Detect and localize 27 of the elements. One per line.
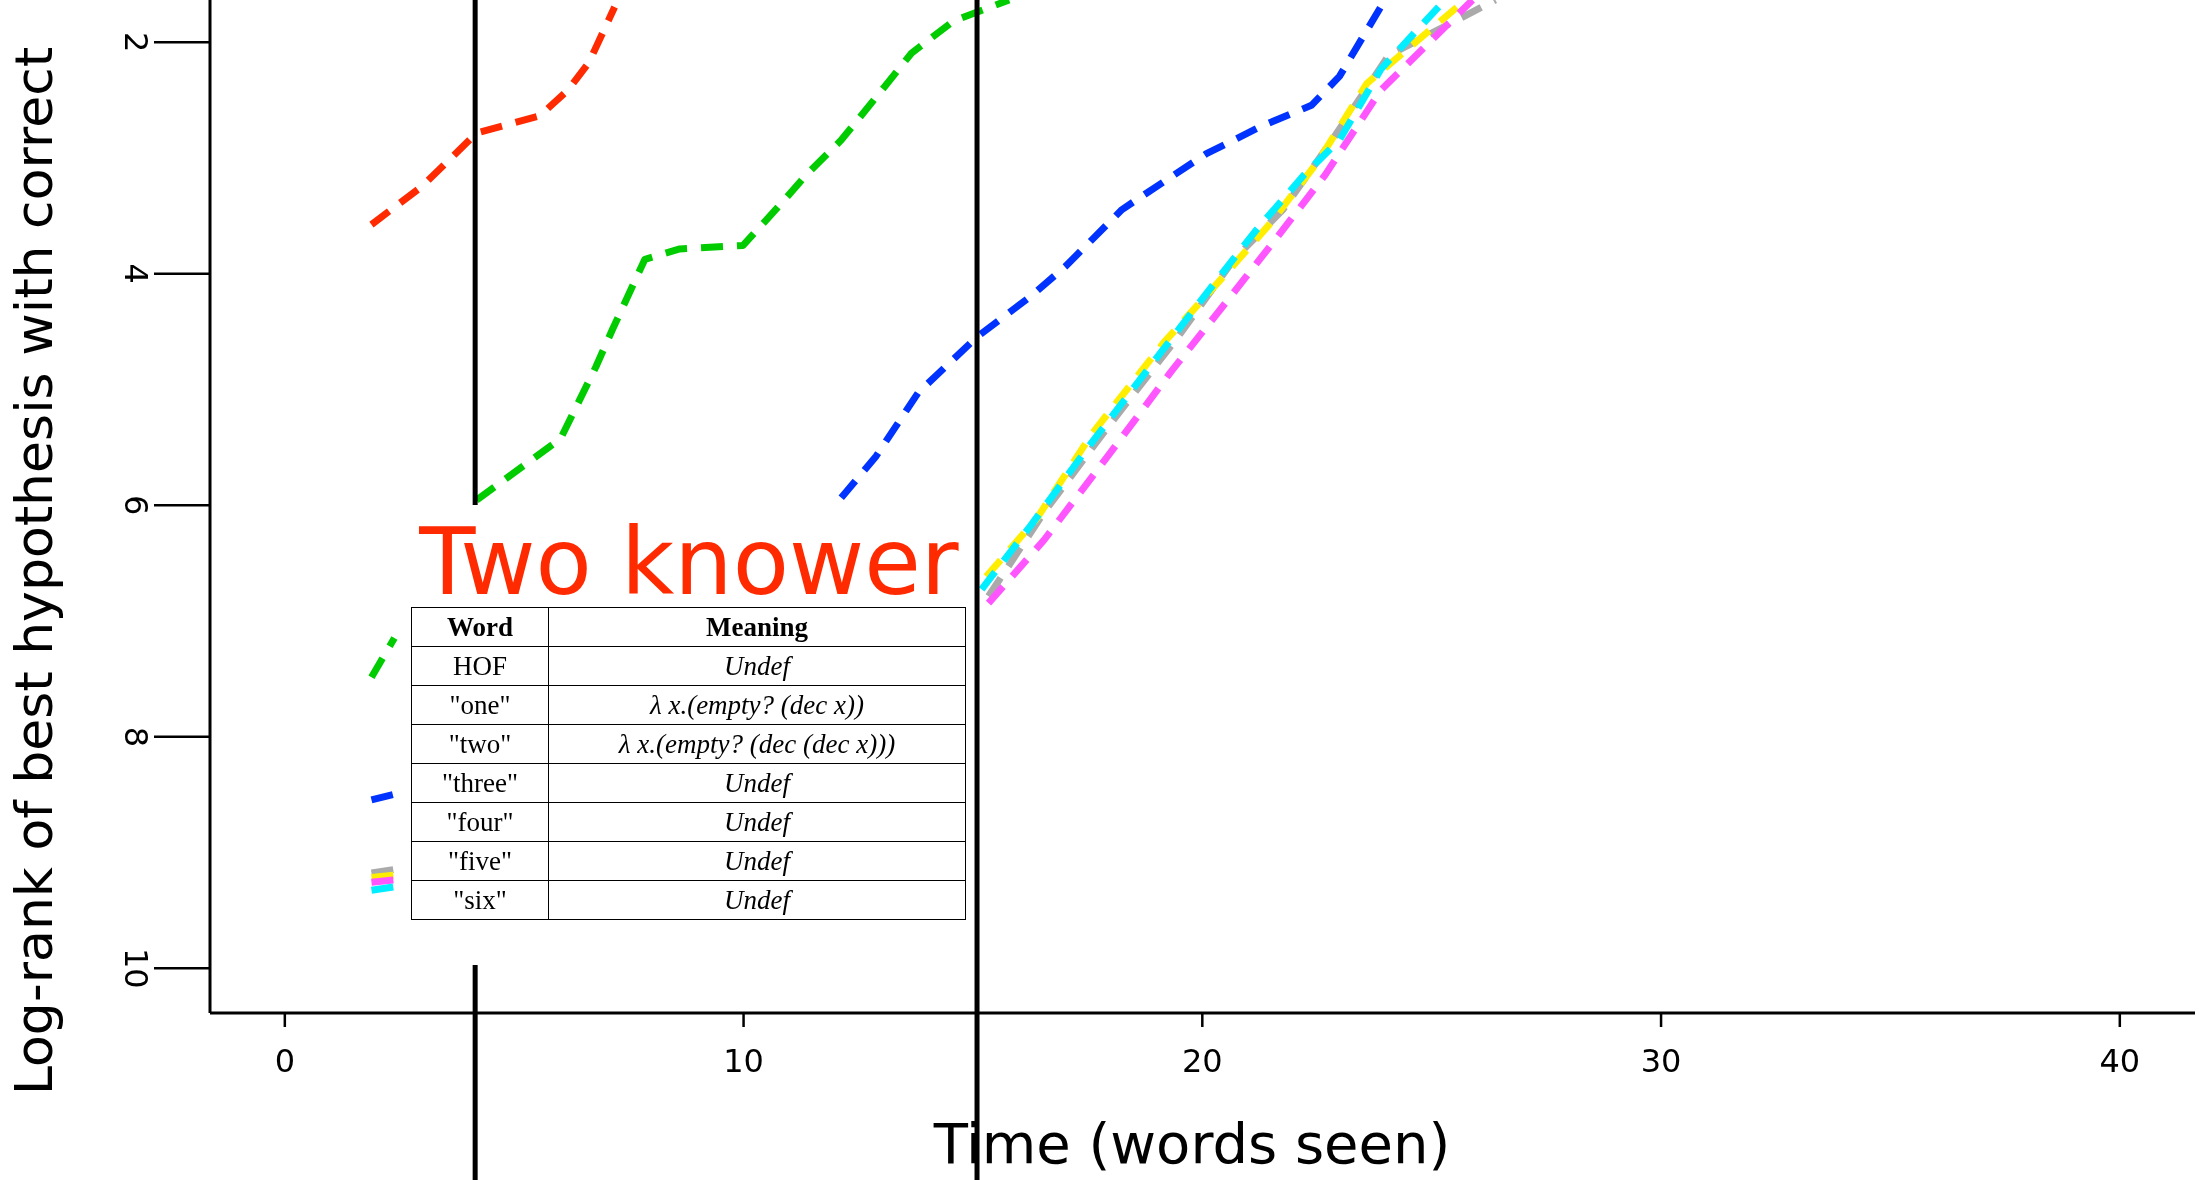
annotation: Undef (548, 880, 966, 920)
annotation: Undef (548, 646, 966, 686)
annotation: "three" (411, 763, 549, 803)
annotation: "five" (411, 841, 549, 881)
y-axis-title: Log-rank of best hypothesis with correct (4, 46, 64, 1095)
x-tick-label: 20 (1181, 1041, 1223, 1080)
annotation: Meaning (548, 607, 966, 647)
annotation: "four" (411, 802, 549, 842)
y-tick-label: 4 (117, 263, 155, 284)
annotation: Word (411, 607, 549, 647)
x-tick-label: 0 (274, 1041, 295, 1080)
y-tick-label: 8 (117, 726, 155, 747)
y-tick-label: 10 (117, 947, 155, 989)
annotation: "one" (411, 685, 549, 725)
y-tick-label: 6 (117, 495, 155, 516)
annotation: Undef (548, 763, 966, 803)
annotation: Undef (548, 841, 966, 881)
annotation: λ x.(empty? (dec (dec x))) (548, 724, 966, 764)
annotation: λ x.(empty? (dec x)) (548, 685, 966, 725)
annotation: HOF (411, 646, 549, 686)
x-tick-label: 30 (1640, 1041, 1682, 1080)
annotation: "six" (411, 880, 549, 920)
annotation: Undef (548, 802, 966, 842)
x-tick-label: 10 (723, 1041, 764, 1080)
y-tick-label: 2 (117, 32, 155, 53)
x-tick-label: 40 (2099, 1041, 2141, 1080)
annotation: "two" (411, 724, 549, 764)
